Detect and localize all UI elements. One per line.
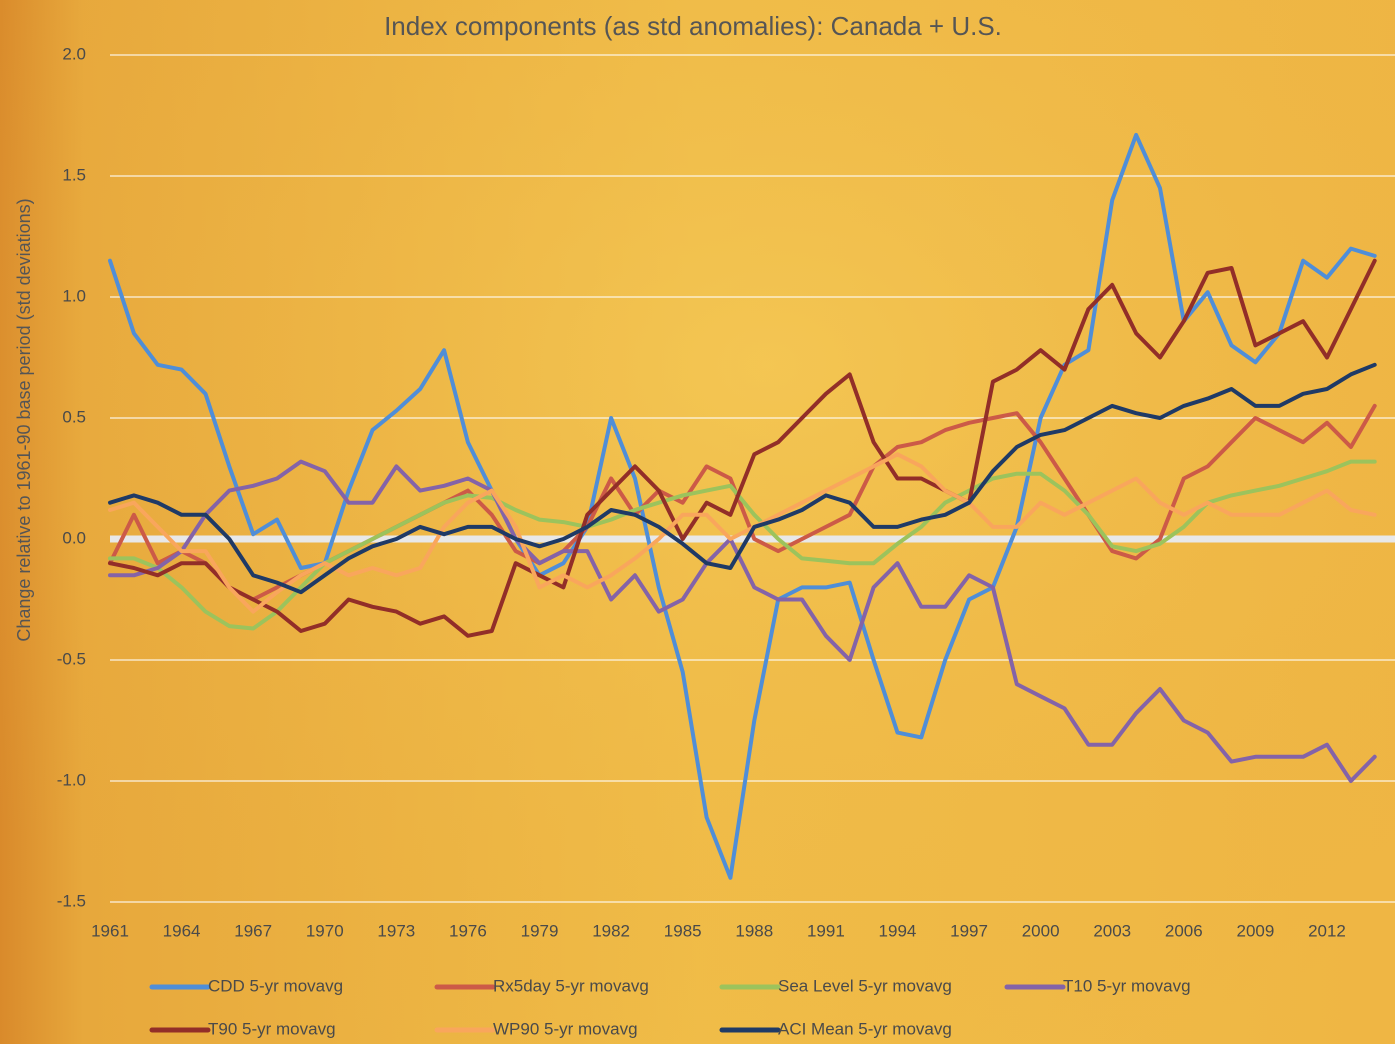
x-tick-label: 2003	[1093, 921, 1131, 940]
x-tick-label: 1979	[521, 921, 559, 940]
legend-label: Rx5day 5-yr movavg	[493, 976, 649, 995]
y-tick-label: -0.5	[57, 649, 86, 668]
legend-label: T90 5-yr movavg	[208, 1019, 336, 1038]
x-tick-label: 1967	[234, 921, 272, 940]
x-tick-label: 1964	[163, 921, 201, 940]
x-tick-label: 1961	[91, 921, 129, 940]
x-tick-label: 2006	[1165, 921, 1203, 940]
x-tick-label: 1982	[592, 921, 630, 940]
legend-label: ACI Mean 5-yr movavg	[778, 1019, 952, 1038]
legend-label: T10 5-yr movavg	[1063, 976, 1191, 995]
y-tick-label: -1.0	[57, 770, 86, 789]
chart-title: Index components (as std anomalies): Can…	[384, 11, 1002, 41]
x-tick-label: 2012	[1308, 921, 1346, 940]
x-tick-label: 1985	[664, 921, 702, 940]
y-tick-label: -1.5	[57, 891, 86, 910]
y-tick-label: 0.0	[62, 528, 86, 547]
x-tick-label: 1988	[735, 921, 773, 940]
legend-label: Sea Level 5-yr movavg	[778, 976, 952, 995]
series-line	[108, 452, 1377, 614]
y-tick-label: 0.5	[62, 407, 86, 426]
series-line	[108, 258, 1377, 638]
x-tick-label: 1970	[306, 921, 344, 940]
y-axis-title: Change relative to 1961-90 base period (…	[14, 198, 34, 641]
x-tick-label: 1976	[449, 921, 487, 940]
y-tick-label: 1.0	[62, 286, 86, 305]
x-tick-label: 1997	[950, 921, 988, 940]
x-tick-label: 2009	[1236, 921, 1274, 940]
legend-label: WP90 5-yr movavg	[493, 1019, 638, 1038]
y-tick-label: 2.0	[62, 44, 86, 63]
legend: CDD 5-yr movavg Rx5day 5-yr movavg Sea Lev…	[149, 976, 1191, 1038]
series-line	[108, 362, 1377, 595]
grid: -1.5 -1.0 -0.5 0.0 0.5 1.0 1.5 2.0 1961 1964 1967 1…	[57, 44, 1395, 940]
legend-label: CDD 5-yr movavg	[208, 976, 343, 995]
x-tick-label: 1973	[377, 921, 415, 940]
plot-lines	[108, 132, 1377, 880]
x-tick-label: 1994	[879, 921, 917, 940]
x-tick-label: 2000	[1022, 921, 1060, 940]
x-tick-label: 1991	[807, 921, 845, 940]
series-line	[108, 459, 1377, 783]
y-tick-label: 1.5	[62, 165, 86, 184]
